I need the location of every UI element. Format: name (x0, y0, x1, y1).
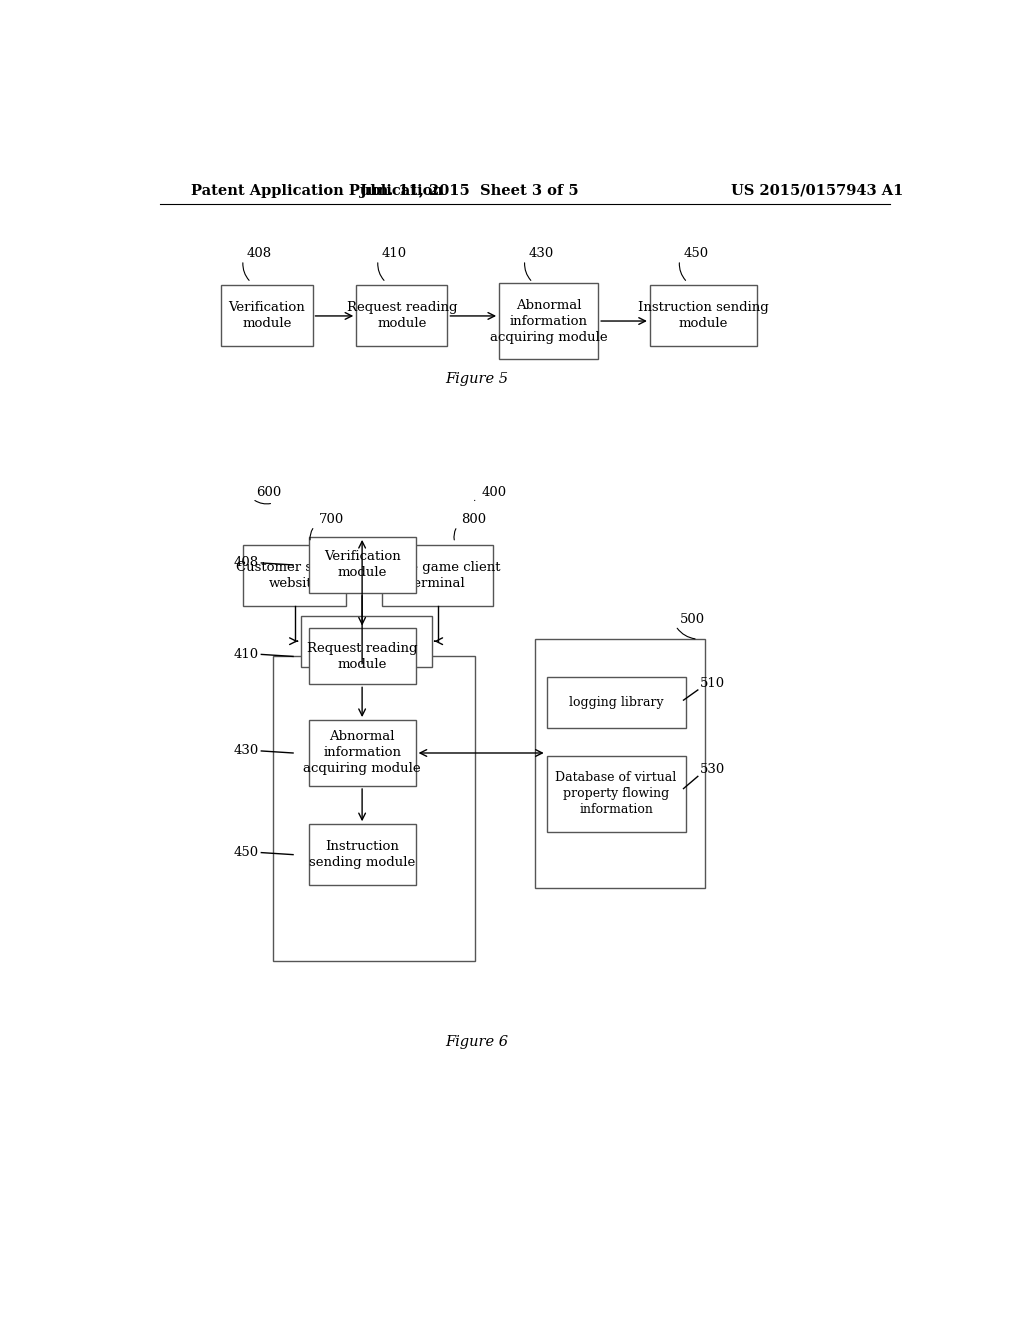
Text: Database of virtual
property flowing
information: Database of virtual property flowing inf… (555, 771, 677, 816)
Text: logging library: logging library (568, 696, 664, 709)
Text: 700: 700 (318, 513, 344, 527)
Text: 450: 450 (684, 247, 709, 260)
Text: Form database: Form database (316, 635, 416, 648)
Text: Request reading
module: Request reading module (307, 642, 418, 671)
Text: Jun. 11, 2015  Sheet 3 of 5: Jun. 11, 2015 Sheet 3 of 5 (359, 183, 579, 198)
Text: 408: 408 (247, 247, 272, 260)
Text: Verification
module: Verification module (228, 301, 305, 330)
Text: 510: 510 (699, 677, 725, 690)
Text: Instruction sending
module: Instruction sending module (638, 301, 769, 330)
Text: Request reading
module: Request reading module (346, 301, 457, 330)
Bar (301, 615, 431, 667)
Text: 450: 450 (233, 846, 259, 859)
Text: Patent Application Publication: Patent Application Publication (191, 183, 443, 198)
Text: 430: 430 (233, 744, 259, 758)
Bar (243, 545, 346, 606)
Bar (272, 656, 475, 961)
Text: 410: 410 (233, 648, 259, 661)
Text: 500: 500 (680, 612, 705, 626)
Text: 410: 410 (382, 247, 408, 260)
Bar (547, 677, 685, 727)
Text: Customer service
website: Customer service website (237, 561, 353, 590)
Text: Online game client
terminal: Online game client terminal (374, 561, 501, 590)
Text: US 2015/0157943 A1: US 2015/0157943 A1 (731, 183, 903, 198)
Bar (356, 285, 447, 346)
Text: Instruction
sending module: Instruction sending module (309, 840, 416, 869)
Bar (650, 285, 757, 346)
Bar (308, 537, 416, 593)
Text: Verification
module: Verification module (324, 550, 400, 579)
Bar (308, 824, 416, 886)
Text: Abnormal
information
acquiring module: Abnormal information acquiring module (489, 298, 607, 343)
Text: 530: 530 (699, 763, 725, 776)
Text: 800: 800 (461, 513, 486, 527)
Bar (308, 628, 416, 684)
Bar (547, 755, 685, 832)
Text: 430: 430 (528, 247, 554, 260)
Bar (535, 639, 706, 887)
Text: Abnormal
information
acquiring module: Abnormal information acquiring module (303, 730, 421, 775)
Bar (382, 545, 494, 606)
Bar (308, 719, 416, 785)
Text: 400: 400 (481, 486, 506, 499)
Text: 408: 408 (233, 557, 259, 569)
Text: Figure 5: Figure 5 (445, 372, 509, 385)
Text: 600: 600 (257, 486, 282, 499)
Bar (221, 285, 312, 346)
Bar (499, 282, 598, 359)
Text: Figure 6: Figure 6 (445, 1035, 509, 1048)
